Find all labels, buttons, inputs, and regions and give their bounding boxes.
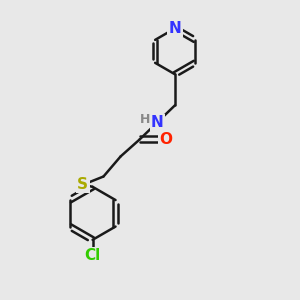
Text: O: O bbox=[159, 132, 172, 147]
Text: S: S bbox=[77, 177, 88, 192]
Text: N: N bbox=[169, 21, 182, 36]
Text: N: N bbox=[151, 115, 164, 130]
Text: H: H bbox=[140, 113, 150, 127]
Text: Cl: Cl bbox=[85, 248, 101, 263]
